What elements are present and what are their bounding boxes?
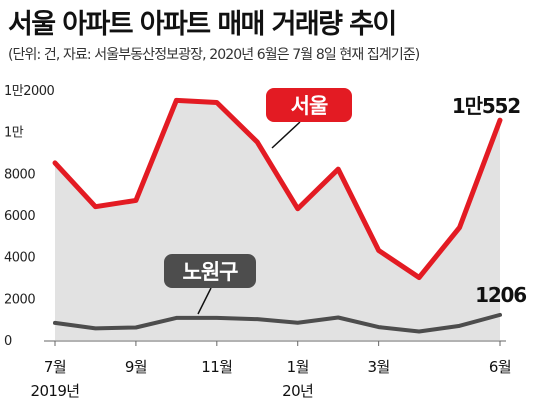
seoul-badge-box (266, 88, 352, 122)
y-tick-label: 1만2000 (4, 84, 55, 99)
nowon-badge-pointer (197, 287, 212, 315)
x-tick-label: 11월 (201, 358, 232, 376)
seoul-badge-pointer (271, 121, 301, 149)
year-label: 2019년 (31, 382, 80, 400)
x-axis-ticks: 7월 9월 11월 1월 3월 6월 2019년 20년 (31, 341, 512, 400)
chart-subtitle: (단위: 건, 자료: 서울부동산정보광장, 2020년 6월은 7월 8일 현… (8, 47, 420, 63)
nowon-badge-box (164, 254, 256, 288)
x-tick-label: 9월 (125, 358, 147, 376)
seoul-badge-label: 서울 (291, 94, 328, 118)
nowon-end-value-label: 1206 (475, 283, 526, 307)
y-tick-label: 4000 (4, 251, 35, 266)
seoul-area-fill (55, 100, 500, 341)
seoul-series-badge: 서울 (266, 88, 352, 149)
y-tick-label: 8000 (4, 167, 35, 182)
y-tick-label: 0 (4, 334, 12, 349)
x-tick-label: 1월 (287, 358, 309, 376)
y-tick-label: 2000 (4, 292, 35, 307)
area-layer (55, 100, 500, 341)
series-lines (44, 97, 506, 342)
chart-title: 서울 아파트 아파트 매매 거래량 추이 (8, 9, 397, 40)
nowon-badge-label: 노원구 (183, 260, 239, 284)
nowon-series-badge: 노원구 (164, 254, 256, 315)
seoul-line (52, 97, 503, 280)
x-tick-label: 6월 (489, 358, 511, 376)
y-axis-ticks: 0 2000 4000 6000 8000 1만 1만2000 (4, 84, 55, 349)
year-label: 20년 (282, 382, 313, 400)
seoul-end-value-label: 1만552 (452, 94, 520, 118)
x-tick-label: 7월 (44, 358, 66, 376)
y-tick-label: 6000 (4, 209, 35, 224)
x-tick-label: 3월 (368, 358, 390, 376)
header: 서울 아파트 아파트 매매 거래량 추이 (단위: 건, 자료: 서울부동산정보… (0, 0, 550, 72)
nowon-line (53, 312, 502, 334)
y-tick-label: 1만 (4, 126, 24, 141)
